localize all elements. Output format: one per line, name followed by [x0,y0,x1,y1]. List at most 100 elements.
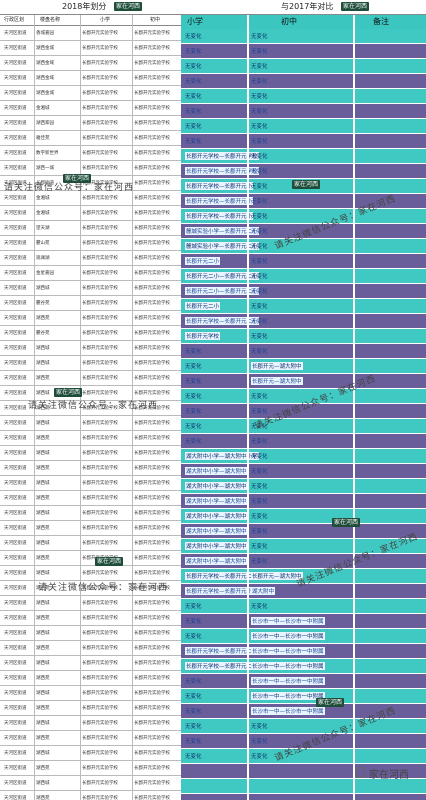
table-row: 天河区街道 金湘城 长郡开元实验学校 长郡开元实验学校 [0,206,181,221]
cell-primary: 长郡开元实验学校 [82,271,118,276]
cell-estate: 湖西一城 [36,166,54,171]
cell-middle: 长郡开元实验学校 [134,301,170,306]
cell-estate: 湖西苑 [36,616,50,621]
cell-middle: 长郡开元实验学校 [134,796,170,800]
cell-estate: 湖西苑 [36,496,50,501]
header-primary-compare: 小学 [187,17,203,26]
table-row: 无变化 长沙市一中—长沙市一中附属 [181,689,426,704]
table-row: 天河区街道 湖西城 长郡开元实验学校 长郡开元实验学校 [0,386,181,401]
cell-middle: 长郡开元实验学校 [134,541,170,546]
table-row: 无变化 无变化 [181,74,426,89]
cell-middle: 长郡开元实验学校 [134,196,170,201]
header-estate: 楼盘名称 [40,17,61,23]
cell-middle: 长郡开元实验学校 [134,61,170,66]
table-row: 湖大附中小学—湖大附中 无变化 [181,464,426,479]
cell-estate: 湖西城 [36,571,50,576]
table-row: 无变化 无变化 [181,89,426,104]
cell-estate: 湖西城 [36,391,50,396]
cell-primary: 长郡开元实验学校 [82,511,118,516]
cell-primary: 长郡开元实验学校 [82,796,118,800]
cell-district: 天河区街道 [4,451,27,456]
table-row: 长郡开元学校—长郡开元学校 无变化 [181,164,426,179]
cell-primary-change: 无变化 [185,754,202,760]
cell-district: 天河区街道 [4,706,27,711]
table-row: 长郡开元学校—长郡开元二小 长沙市一中—长沙市一中附属 [181,644,426,659]
table-row: 无变化 无变化 [181,44,426,59]
cell-middle-change: 无变化 [251,124,268,130]
cell-district: 天河区街道 [4,571,27,576]
cell-primary-change: 长郡开元学校—长郡开元小 [185,197,254,205]
cell-middle-change: 无变化 [251,244,268,250]
cell-estate: 湖西苑 [36,766,50,771]
table-row: 天河区街道 香城嘉园 长郡开元实验学校 长郡开元实验学校 [0,26,181,41]
cell-district: 天河区街道 [4,316,27,321]
cell-primary: 长郡开元实验学校 [82,376,118,381]
cell-district: 天河区街道 [4,106,27,111]
cell-middle-change: 无变化 [251,79,268,85]
table-row: 无变化 无变化 [181,119,426,134]
table-row: 湖大附中小学—湖大附中 无变化 [181,509,426,524]
cell-primary: 长郡开元实验学校 [82,226,118,231]
table-row [181,779,426,794]
cell-middle-change: 无变化 [251,469,268,475]
cell-middle: 长郡开元实验学校 [134,601,170,606]
cell-middle: 长郡开元实验学校 [134,346,170,351]
table-row: 天河区街道湖西苑长郡开元实验学校长郡开元实验学校 [0,581,181,596]
table-row: 湖大附中小学—湖大附中 无变化 [181,494,426,509]
cell-district: 天河区街道 [4,436,27,441]
cell-primary-change: 无变化 [185,739,202,745]
cell-middle-change: 无变化 [251,199,268,205]
cell-middle-change: 无变化 [251,544,268,550]
cell-estate: 雅佳苑 [36,136,50,141]
cell-district: 天河区街道 [4,766,27,771]
cell-district: 天河区街道 [4,256,27,261]
cell-primary: 长郡开元实验学校 [82,121,118,126]
cell-middle-change: 长沙市一中—长沙市一中附属 [251,677,325,685]
cell-primary-change: 长郡开元学校—长郡开元二小 [185,572,259,580]
header-remark: 备注 [373,17,389,26]
badge-home-hexi: 家在河西 [332,518,361,527]
cell-middle-change: 无变化 [251,349,268,355]
cell-district: 天河区街道 [4,421,27,426]
header-middle: 初中 [150,17,161,23]
cell-primary-change: 无变化 [185,694,202,700]
cell-middle: 长郡开元实验学校 [134,271,170,276]
cell-district: 天河区街道 [4,631,27,636]
table-row: 天河区街道 湖西城 长郡开元实验学校 长郡开元实验学校 [0,566,181,581]
cell-district: 天河区街道 [4,796,27,800]
cell-primary-change: 长郡开元二小 [185,257,221,265]
cell-estate: 湖西城 [36,691,50,696]
cell-estate: 湖西苑 [36,646,50,651]
cell-district: 天河区街道 [4,646,27,651]
table-row: 天河区街道 湖西城 长郡开元实验学校 长郡开元实验学校 [0,776,181,791]
table-row: 天河区街道 湖西城 长郡开元实验学校 长郡开元实验学校 [0,476,181,491]
cell-middle: 长郡开元实验学校 [134,781,170,786]
table-row: 天河区街道 湖西金域 长郡开元实验学校 长郡开元实验学校 [0,56,181,71]
right-title: 与2017年对比 [281,2,334,11]
cell-middle: 长郡开元实验学校 [134,256,170,261]
cell-primary: 长郡开元实验学校 [82,181,118,186]
cell-middle-change: 无变化 [251,184,268,190]
cell-middle-change: 无变化 [251,499,268,505]
cell-middle: 长郡开元实验学校 [134,376,170,381]
table-row: 天河区街道湖西苑长郡开元实验学校长郡开元实验学校 [0,701,181,716]
cell-middle: 长郡开元实验学校 [134,421,170,426]
cell-district: 天河区街道 [4,556,27,561]
table-row: 无变化 无变化 [181,59,426,74]
cell-primary: 长郡开元实验学校 [82,361,118,366]
cell-estate: 湖西苑 [36,796,50,800]
cell-estate: 麓山苑 [36,241,50,246]
cell-primary: 长郡开元实验学校 [82,526,118,531]
cell-middle-change: 无变化 [251,274,268,280]
cell-estate: 湖西城 [36,601,50,606]
cell-primary: 长郡开元实验学校 [82,316,118,321]
table-row: 麓城实验小学—长郡开元二小 无变化 [181,224,426,239]
table-row: 天河区街道湖西苑长郡开元实验学校长郡开元实验学校 [0,641,181,656]
cell-primary: 长郡开元实验学校 [82,301,118,306]
cell-estate: 湖西城 [36,661,50,666]
cell-primary-change: 无变化 [185,349,202,355]
cell-primary-change: 长郡开元学校 [185,332,221,340]
cell-middle: 长郡开元实验学校 [134,241,170,246]
cell-primary-change: 无变化 [185,679,202,685]
